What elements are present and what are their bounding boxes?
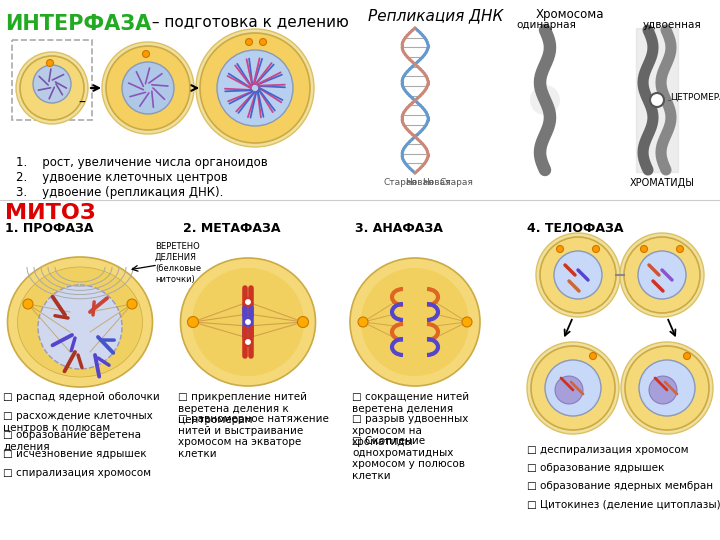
Circle shape — [246, 38, 253, 45]
Circle shape — [527, 342, 619, 434]
Text: □ расхождение клеточных
центров к полюсам: □ расхождение клеточных центров к полюса… — [3, 411, 153, 433]
Text: Старая: Старая — [440, 178, 474, 187]
Text: Новая: Новая — [422, 178, 451, 187]
Circle shape — [639, 360, 695, 416]
Circle shape — [23, 299, 33, 309]
Text: 3.    удвоение (репликация ДНК).: 3. удвоение (репликация ДНК). — [16, 186, 223, 199]
Circle shape — [106, 46, 190, 130]
Circle shape — [530, 85, 560, 115]
Text: удвоенная: удвоенная — [643, 20, 702, 30]
Circle shape — [47, 59, 53, 66]
Circle shape — [555, 376, 583, 404]
Text: 2.    удвоение клеточных центров: 2. удвоение клеточных центров — [16, 171, 228, 184]
Text: Репликация ДНК: Репликация ДНК — [368, 8, 503, 23]
Circle shape — [536, 233, 620, 317]
Circle shape — [462, 317, 472, 327]
Circle shape — [683, 353, 690, 360]
Text: 3. АНАФАЗА: 3. АНАФАЗА — [355, 222, 443, 235]
Text: –: – — [78, 96, 86, 110]
Text: □ разрыв удвоенных
хромосом на
хроматиды: □ разрыв удвоенных хромосом на хроматиды — [352, 414, 469, 447]
Text: 1.    рост, увеличение числа органоидов: 1. рост, увеличение числа органоидов — [16, 156, 268, 169]
Bar — [636, 28, 678, 172]
Text: □ образование веретена
деления: □ образование веретена деления — [3, 430, 141, 451]
Circle shape — [650, 93, 664, 107]
Circle shape — [620, 233, 704, 317]
Text: 4. ТЕЛОФАЗА: 4. ТЕЛОФАЗА — [527, 222, 624, 235]
Text: □ Скопление
однохроматидных
хромосом у полюсов
клетки: □ Скопление однохроматидных хромосом у п… — [352, 436, 465, 481]
Circle shape — [545, 360, 601, 416]
Circle shape — [624, 237, 700, 313]
Text: Хромосома: Хромосома — [536, 8, 605, 21]
Circle shape — [297, 316, 308, 327]
Text: ВЕРЕТЕНО
ДЕЛЕНИЯ
(белковые
ниточки): ВЕРЕТЕНО ДЕЛЕНИЯ (белковые ниточки) — [155, 242, 201, 284]
Text: – подготовка к делению: – подготовка к делению — [147, 14, 348, 29]
Circle shape — [217, 50, 293, 126]
Ellipse shape — [181, 258, 315, 386]
Text: □ распад ядерной оболочки: □ распад ядерной оболочки — [3, 392, 160, 402]
Circle shape — [16, 52, 88, 124]
Circle shape — [102, 42, 194, 134]
Circle shape — [127, 299, 137, 309]
Circle shape — [641, 246, 647, 253]
Circle shape — [244, 298, 252, 306]
Circle shape — [649, 376, 677, 404]
Circle shape — [621, 342, 713, 434]
Text: Новая: Новая — [405, 178, 433, 187]
Circle shape — [638, 251, 686, 299]
Text: □ образование ядрышек: □ образование ядрышек — [527, 463, 665, 473]
Circle shape — [540, 237, 616, 313]
Text: □ сокращение нитей
веретена деления: □ сокращение нитей веретена деления — [352, 392, 469, 414]
Text: МИТОЗ: МИТОЗ — [5, 203, 96, 223]
Circle shape — [38, 285, 122, 369]
Text: ХРОМАТИДЫ: ХРОМАТИДЫ — [630, 178, 695, 188]
Text: □ Цитокинез (деление цитоплазы): □ Цитокинез (деление цитоплазы) — [527, 499, 720, 509]
Text: □ прикрепление нитей
веретена деления к
центромерам: □ прикрепление нитей веретена деления к … — [178, 392, 307, 425]
Circle shape — [531, 346, 615, 430]
Circle shape — [557, 246, 564, 253]
Text: 1. ПРОФАЗА: 1. ПРОФАЗА — [5, 222, 94, 235]
Circle shape — [244, 318, 252, 326]
Ellipse shape — [361, 268, 469, 376]
Text: □ равномерное натяжение
нитей и выстраивание
хромосом на экваторе
клетки: □ равномерное натяжение нитей и выстраив… — [178, 414, 329, 459]
Circle shape — [593, 246, 600, 253]
Text: ЦЕТРОМЕРА: ЦЕТРОМЕРА — [670, 92, 720, 102]
Circle shape — [143, 51, 150, 57]
Text: □ деспирализация хромосом: □ деспирализация хромосом — [527, 445, 688, 455]
Circle shape — [122, 62, 174, 114]
Text: Старая: Старая — [384, 178, 418, 187]
Circle shape — [590, 353, 596, 360]
Circle shape — [196, 29, 314, 147]
Circle shape — [259, 38, 266, 45]
Ellipse shape — [17, 267, 143, 377]
Circle shape — [20, 56, 84, 120]
Circle shape — [244, 338, 252, 346]
Circle shape — [200, 33, 310, 143]
Circle shape — [677, 246, 683, 253]
Circle shape — [33, 65, 71, 103]
Ellipse shape — [350, 258, 480, 386]
Text: □ спирализация хромосом: □ спирализация хромосом — [3, 468, 151, 478]
Ellipse shape — [192, 268, 304, 376]
Circle shape — [358, 317, 368, 327]
Circle shape — [625, 346, 709, 430]
Text: одинарная: одинарная — [516, 20, 576, 30]
Text: □ исчезновение ядрышек: □ исчезновение ядрышек — [3, 449, 147, 459]
Ellipse shape — [7, 257, 153, 387]
Text: □ образование ядерных мембран: □ образование ядерных мембран — [527, 481, 713, 491]
Circle shape — [554, 251, 602, 299]
Bar — [12, 40, 92, 120]
Text: 2. МЕТАФАЗА: 2. МЕТАФАЗА — [183, 222, 281, 235]
Circle shape — [187, 316, 199, 327]
Text: ИНТЕРФАЗА: ИНТЕРФАЗА — [5, 14, 151, 34]
